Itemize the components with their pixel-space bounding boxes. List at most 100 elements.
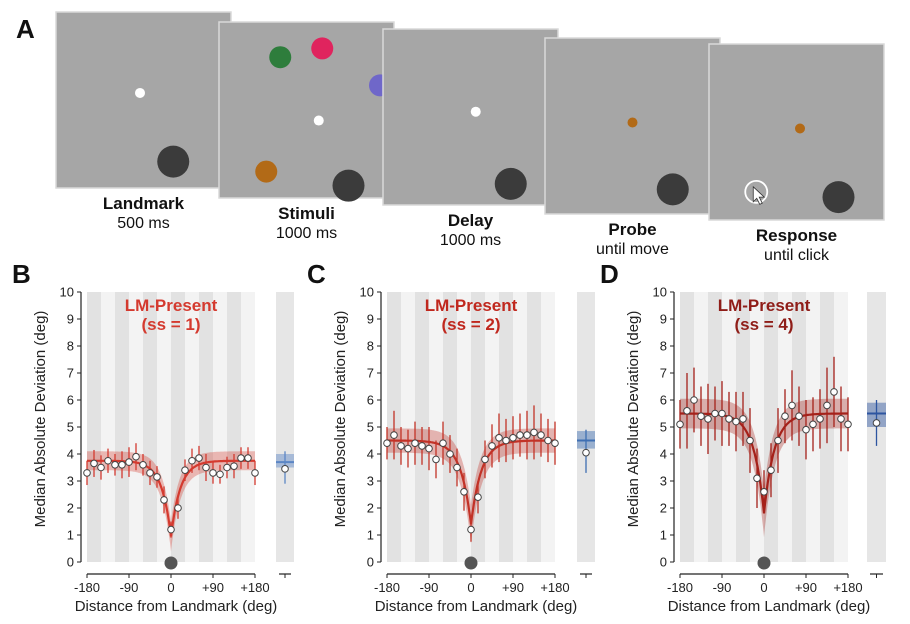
data-point — [837, 415, 845, 423]
x-tick-label: +90 — [502, 580, 524, 595]
data-point — [739, 415, 747, 423]
y-axis-label: Median Absolute Deviation (deg) — [332, 311, 349, 528]
x-tick-label: +180 — [240, 580, 269, 595]
data-point — [551, 439, 559, 448]
data-point — [460, 488, 468, 496]
stimulus-dot — [627, 117, 638, 128]
data-point — [118, 461, 126, 469]
frame-title: Delay — [448, 211, 494, 230]
landmark-marker — [164, 556, 178, 570]
data-point — [809, 420, 817, 429]
data-point — [502, 436, 510, 445]
stripe-band — [227, 292, 241, 562]
x-axis: -180 -90 0 +90 +180 Distance from Landmark (d… — [374, 573, 592, 615]
panel-a-letter: A — [16, 14, 35, 44]
data-point — [481, 455, 489, 464]
y-tick-label: 7 — [67, 366, 74, 381]
data-point — [823, 401, 831, 410]
fit-curve — [680, 412, 848, 514]
stimulus-dot — [313, 115, 324, 126]
stimulus-dot — [255, 160, 278, 183]
data-point — [446, 450, 454, 458]
y-tick-label: 1 — [660, 528, 667, 543]
data-point — [760, 488, 768, 496]
y-tick-label: 3 — [367, 474, 374, 489]
data-point — [711, 409, 719, 418]
data-point — [216, 470, 224, 479]
y-tick-label: 8 — [67, 339, 74, 354]
data-point — [111, 461, 119, 469]
data-point — [237, 454, 245, 462]
y-axis-label: Median Absolute Deviation (deg) — [625, 311, 642, 528]
condition-title: LM-Present — [125, 296, 218, 315]
x-tick-label: -90 — [713, 580, 732, 595]
side-estimate — [577, 429, 595, 473]
data-point — [425, 444, 433, 453]
frame-duration: until click — [764, 247, 830, 264]
frame-duration: until move — [596, 241, 669, 258]
y-tick-label: 4 — [660, 447, 667, 462]
fit-curve — [87, 459, 255, 537]
y-tick-label: 2 — [367, 501, 374, 516]
x-axis-label: Distance from Landmark (deg) — [668, 598, 871, 615]
data-point — [453, 463, 461, 472]
panel-letter: B — [12, 259, 31, 289]
stripe-band — [87, 292, 101, 562]
x-axis: -180 -90 0 +90 +180 Distance from Landmark (d… — [74, 573, 291, 615]
x-tick-label: 0 — [167, 580, 174, 595]
data-point — [90, 459, 98, 468]
data-point — [244, 454, 252, 462]
data-point — [230, 462, 238, 470]
data-points — [383, 428, 559, 534]
y-tick-label: 6 — [367, 393, 374, 408]
data-point — [697, 412, 705, 421]
y-tick-label: 3 — [660, 474, 667, 489]
data-point — [544, 436, 552, 445]
side-data-point — [281, 465, 289, 473]
x-tick-label: 0 — [467, 580, 474, 595]
y-tick-label: 0 — [367, 555, 374, 570]
data-point — [432, 455, 440, 464]
y-axis: 0 1 2 3 4 5 6 7 8 9 10 Median Absolute Deviation (d… — [332, 285, 382, 570]
data-point — [397, 442, 405, 450]
x-axis: -180 -90 0 +90 +180 Distance from Landmark (d… — [667, 573, 883, 615]
data-point — [174, 504, 182, 512]
task-frame-2: Stimuli 1000 ms — [218, 21, 395, 242]
x-tick-label: +90 — [795, 580, 817, 595]
data-point — [718, 409, 726, 418]
frame-title: Landmark — [103, 194, 185, 213]
panel-letter: C — [307, 259, 326, 289]
data-point — [474, 493, 482, 502]
landmark-disc — [822, 181, 855, 214]
x-tick-label: -90 — [120, 580, 139, 595]
frame-screen — [55, 11, 232, 189]
data-point — [704, 415, 712, 423]
y-axis: 0 1 2 3 4 5 6 7 8 9 10 Median Absolute Deviation (d… — [32, 285, 82, 570]
frame-screen — [382, 28, 559, 206]
data-point — [530, 428, 538, 437]
chart-panel-c: C 0 1 2 3 4 5 6 7 8 9 10 Median Absolute Deviation (… — [307, 259, 595, 615]
data-point — [732, 417, 740, 426]
chart-panel-d: D 0 1 2 3 4 5 6 7 8 9 10 Median Absolute Deviation (… — [600, 259, 886, 615]
x-tick-label: -180 — [667, 580, 693, 595]
data-point — [676, 420, 684, 429]
y-tick-label: 9 — [660, 312, 667, 327]
stripe-band — [764, 292, 778, 562]
y-tick-label: 6 — [67, 393, 74, 408]
data-point — [753, 474, 761, 483]
data-point — [418, 442, 426, 450]
stimulus-dot — [135, 87, 145, 98]
y-tick-label: 6 — [660, 393, 667, 408]
y-axis-label: Median Absolute Deviation (deg) — [32, 311, 49, 528]
data-point — [404, 444, 412, 453]
y-tick-label: 0 — [67, 555, 74, 570]
data-point — [537, 431, 545, 439]
data-point — [146, 469, 154, 477]
data-point — [251, 469, 259, 477]
data-point — [83, 469, 91, 477]
y-tick-label: 7 — [660, 366, 667, 381]
x-tick-label: 0 — [760, 580, 767, 595]
data-point — [97, 463, 105, 472]
condition-subtitle: (ss = 4) — [734, 315, 793, 334]
